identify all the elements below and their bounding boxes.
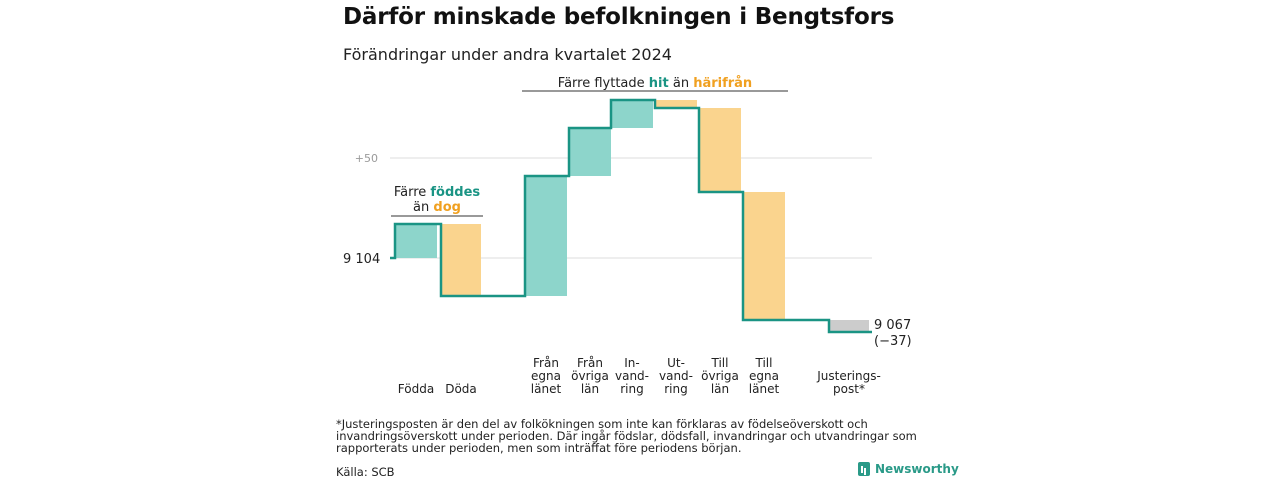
category-label-2: Döda <box>445 382 477 396</box>
annotation-births-line1: Färre föddes <box>394 185 481 200</box>
category-label-1: Födda <box>398 382 434 396</box>
bar-9 <box>829 320 869 332</box>
start-value-label: 9 104 <box>343 252 380 267</box>
chart-title: Därför minskade befolkningen i Bengtsfor… <box>343 4 895 30</box>
bar-3 <box>525 176 567 296</box>
bar-7 <box>699 108 741 192</box>
source-label: Källa: SCB <box>336 465 395 479</box>
bar-8 <box>743 192 785 320</box>
category-label-9: Justerings-post* <box>816 369 881 396</box>
annotation-migration-label: Färre flyttade hit än härifrån <box>558 76 752 91</box>
category-label-6: Ut-vand-ring <box>659 356 693 396</box>
bar-1 <box>395 224 437 258</box>
end-change-label: (−37) <box>874 334 912 349</box>
footnote: *Justeringsposten är den del av folkökni… <box>336 417 917 455</box>
annotation-births-line2: än dog <box>413 200 461 215</box>
newsworthy-icon <box>858 462 870 476</box>
bar-5 <box>611 100 653 128</box>
step-line <box>390 98 872 334</box>
category-label-4: Från övriga län <box>571 356 609 396</box>
brand-name: Newsworthy <box>875 462 959 476</box>
waterfall-chart: +50 9 104 9 067(−37) Födda Döda Från egna länet… <box>343 76 912 396</box>
bar-2 <box>441 224 481 296</box>
chart-subtitle: Förändringar under andra kvartalet 2024 <box>343 45 672 64</box>
y-tick-label: +50 <box>355 152 378 165</box>
end-value-label: 9 067 <box>874 318 911 333</box>
bar-6 <box>655 100 697 108</box>
category-label-8: Till egna länet <box>749 356 780 396</box>
category-label-5: In-vand-ring <box>615 356 649 396</box>
category-label-7: Till övriga län <box>701 356 739 396</box>
bar-4 <box>569 128 611 176</box>
brand-logo: Newsworthy <box>858 462 959 476</box>
category-label-3: Från egna länet <box>531 356 562 396</box>
